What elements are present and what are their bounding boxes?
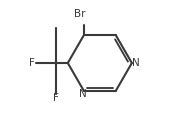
Text: F: F: [53, 92, 59, 103]
Text: Br: Br: [74, 9, 85, 19]
Text: N: N: [132, 58, 140, 68]
Text: N: N: [79, 89, 87, 99]
Text: F: F: [29, 58, 35, 68]
